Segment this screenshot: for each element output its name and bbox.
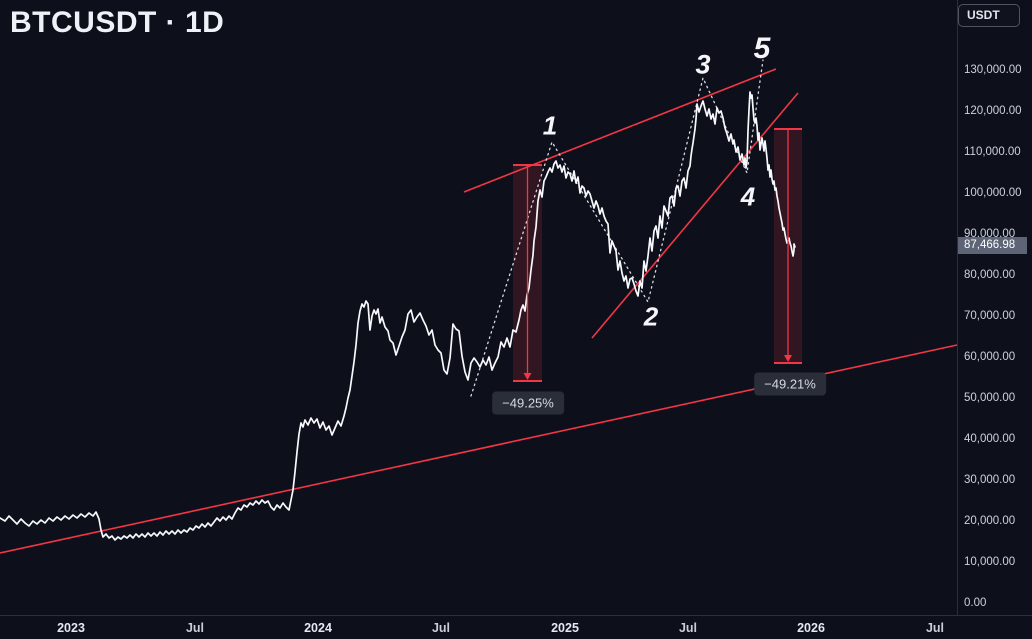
time-axis-label: Jul xyxy=(925,621,945,635)
wave-label-4[interactable]: 4 xyxy=(740,181,756,211)
price-axis-label: 50,000.00 xyxy=(964,392,1016,404)
range-measure-label[interactable]: −49.25% xyxy=(492,391,564,415)
time-axis-label: 2023 xyxy=(57,621,85,635)
time-axis-label: 2026 xyxy=(797,621,825,635)
price-axis-label: 70,000.00 xyxy=(964,310,1016,322)
price-series-line xyxy=(0,91,796,541)
symbol-title: BTCUSDT · 1D xyxy=(10,6,225,39)
currency-button[interactable]: USDT xyxy=(958,4,1020,27)
price-axis-label: 120,000.00 xyxy=(964,105,1022,117)
trendlines xyxy=(0,68,958,554)
chart-canvas[interactable]: 1 2 3 4 5 xyxy=(0,0,1032,615)
price-line xyxy=(0,91,796,541)
price-axis-label: 60,000.00 xyxy=(964,351,1016,363)
price-axis-label: 80,000.00 xyxy=(964,269,1016,281)
wave-label-5[interactable]: 5 xyxy=(754,32,772,65)
wave-label-3[interactable]: 3 xyxy=(695,50,710,80)
trendline-steep-rising-support[interactable] xyxy=(591,92,799,339)
price-axis-label: 0.00 xyxy=(964,597,987,609)
range-measure-arrows xyxy=(513,128,802,382)
price-axis-label: 130,000.00 xyxy=(964,64,1022,76)
range-measure-label[interactable]: −49.21% xyxy=(754,372,826,396)
time-axis-label: Jul xyxy=(185,621,205,635)
time-axis[interactable]: 2023 Jul 2024 Jul 2025 Jul 2026 Jul xyxy=(0,615,1032,639)
range-arrow-head xyxy=(784,355,792,362)
trendline-rising-channel-top[interactable] xyxy=(463,68,777,193)
price-axis-label: 10,000.00 xyxy=(964,556,1016,568)
price-axis-label: 40,000.00 xyxy=(964,433,1016,445)
price-axis[interactable]: 130,000.00 120,000.00 110,000.00 100,000.00… xyxy=(957,0,1032,639)
price-axis-label: 30,000.00 xyxy=(964,474,1016,486)
range-measure-fills xyxy=(513,129,802,381)
time-axis-label: Jul xyxy=(678,621,698,635)
wave-label-1[interactable]: 1 xyxy=(543,110,557,140)
price-axis-label: 100,000.00 xyxy=(964,187,1022,199)
price-axis-label: 110,000.00 xyxy=(964,146,1021,158)
wave-labels: 1 2 3 4 5 xyxy=(543,32,772,332)
last-price-badge: 87,466.98 xyxy=(958,236,1027,254)
range-arrow-head xyxy=(523,373,532,380)
price-axis-label: 20,000.00 xyxy=(964,515,1016,527)
wave-label-2[interactable]: 2 xyxy=(643,301,659,331)
time-axis-label: 2025 xyxy=(551,621,579,635)
currency-button-label: USDT xyxy=(967,8,1000,22)
time-axis-label: Jul xyxy=(431,621,451,635)
time-axis-label: 2024 xyxy=(304,621,332,635)
